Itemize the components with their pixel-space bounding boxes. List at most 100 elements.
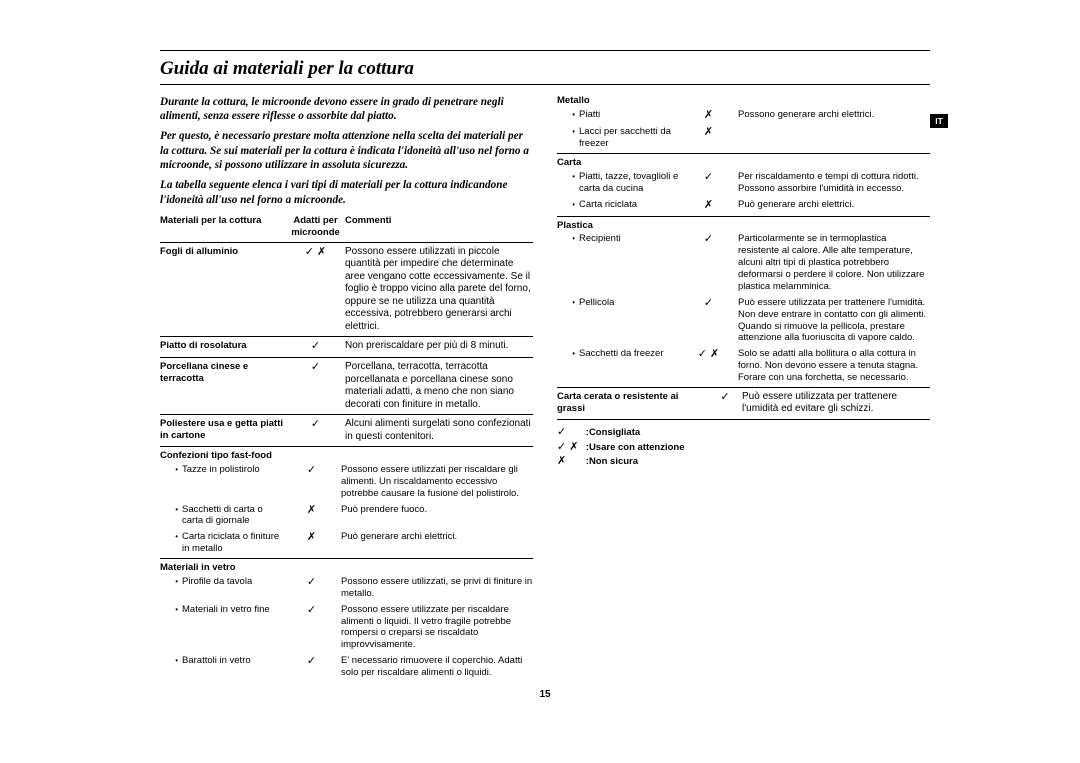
cell-suit: ✓ — [683, 297, 738, 345]
bullet-icon: • — [557, 297, 579, 345]
cell-material: Poliestere usa e getta piatti in cartone — [160, 418, 290, 443]
legend-row: ✓ ✗ :Usare con attenzione — [557, 441, 930, 455]
table-row: • Materiali in vetro fine ✓ Possono esse… — [160, 602, 533, 654]
cell-comment: E' necessario rimuovere il coperchio. Ad… — [341, 655, 533, 679]
cell-comment: Particolarmente se in termoplastica resi… — [738, 233, 930, 292]
bullet-icon: • — [160, 655, 182, 679]
th-suit: Adatti per microonde — [290, 215, 345, 239]
cell-material: Carta cerata o resistente ai grassi — [557, 391, 712, 416]
table-row: • Pellicola ✓ Può essere utilizzata per … — [557, 295, 930, 347]
cell-material: Carta riciclata — [579, 199, 683, 213]
table-row: • Tazze in polistirolo ✓ Possono essere … — [160, 462, 533, 502]
page-title: Guida ai materiali per la cottura — [160, 57, 930, 81]
table-row: • Recipienti ✓ Particolarmente se in ter… — [557, 231, 930, 294]
cell-suit: ✓ — [290, 340, 345, 354]
cell-material: Pirofile da tavola — [182, 576, 286, 600]
intro-p1: Durante la cottura, le microonde devono … — [160, 95, 533, 124]
bullet-icon: • — [160, 576, 182, 600]
rule-top — [160, 50, 930, 51]
th-material: Materiali per la cottura — [160, 215, 290, 239]
bullet-icon: • — [160, 604, 182, 652]
cell-comment: Possono essere utilizzate per riscaldare… — [341, 604, 533, 652]
intro-p3: La tabella seguente elenca i vari tipi d… — [160, 178, 533, 207]
cell-comment — [738, 126, 930, 150]
cell-suit: ✓ — [286, 604, 341, 652]
cell-material: Barattoli in vetro — [182, 655, 286, 679]
cell-suit: ✓ ✗ — [290, 246, 345, 334]
category-fastfood: Confezioni tipo fast-food — [160, 447, 533, 462]
cell-suit: ✓ — [290, 361, 345, 411]
cell-suit: ✗ — [286, 504, 341, 528]
legend: ✓ :Consigliata ✓ ✗ :Usare con attenzione… — [557, 426, 930, 469]
table-header-left: Materiali per la cottura Adatti per micr… — [160, 213, 533, 243]
manual-page: Guida ai materiali per la cottura IT Dur… — [0, 0, 1080, 721]
cell-suit: ✓ — [683, 171, 738, 195]
th-comment: Commenti — [345, 215, 533, 239]
cell-suit: ✗ — [286, 531, 341, 555]
cell-comment: Porcellana, terracotta, terracotta porce… — [345, 361, 533, 411]
table-row: • Carta riciclata o finiture in metallo … — [160, 529, 533, 557]
cell-material: Recipienti — [579, 233, 683, 292]
cell-material: Piatti, tazze, tovaglioli e carta da cuc… — [579, 171, 683, 195]
category-plastica: Plastica — [557, 217, 930, 232]
cell-material: Fogli di alluminio — [160, 246, 290, 334]
cell-suit: ✓ — [286, 576, 341, 600]
cell-comment: Non preriscaldare per più di 8 minuti. — [345, 340, 533, 354]
cell-material: Sacchetti di carta o carta di giornale — [182, 504, 286, 528]
table-row: • Piatti, tazze, tovaglioli e carta da c… — [557, 169, 930, 197]
cell-material: Tazze in polistirolo — [182, 464, 286, 500]
legend-label: :Consigliata — [586, 427, 640, 438]
cell-suit: ✗ — [683, 126, 738, 150]
cell-material: Porcellana cinese e terracotta — [160, 361, 290, 411]
cross-icon: ✗ — [557, 455, 583, 469]
table-row: • Carta riciclata ✗ Può generare archi e… — [557, 197, 930, 215]
bullet-icon: • — [557, 233, 579, 292]
cell-suit: ✓ ✗ — [683, 348, 738, 384]
legend-row: ✗ :Non sicura — [557, 455, 930, 469]
cell-comment: Solo se adatti alla bollitura o alla cot… — [738, 348, 930, 384]
page-number: 15 — [160, 689, 930, 702]
cell-suit: ✗ — [683, 199, 738, 213]
bullet-icon: • — [557, 126, 579, 150]
table-row: • Lacci per sacchetti da freezer ✗ — [557, 124, 930, 152]
bullet-icon: • — [557, 348, 579, 384]
cell-material: Piatti — [579, 109, 683, 123]
cell-material: Carta riciclata o finiture in metallo — [182, 531, 286, 555]
intro-p2: Per questo, è necessario prestare molta … — [160, 129, 533, 172]
bullet-icon: • — [160, 504, 182, 528]
legend-label: :Usare con attenzione — [586, 442, 685, 453]
bullet-icon: • — [557, 109, 579, 123]
table-row: Poliestere usa e getta piatti in cartone… — [160, 415, 533, 447]
table-row: • Sacchetti da freezer ✓ ✗ Solo se adatt… — [557, 346, 930, 386]
table-row: • Piatti ✗ Possono generare archi elettr… — [557, 107, 930, 125]
legend-row: ✓ :Consigliata — [557, 426, 930, 440]
cell-comment: Possono generare archi elettrici. — [738, 109, 930, 123]
cell-material: Lacci per sacchetti da freezer — [579, 126, 683, 150]
table-row: Piatto di rosolatura ✓ Non preriscaldare… — [160, 337, 533, 358]
table-row: Fogli di alluminio ✓ ✗ Possono essere ut… — [160, 243, 533, 338]
rule-under-title — [160, 84, 930, 85]
language-tab: IT — [930, 114, 948, 128]
cell-comment: Possono essere utilizzati in piccole qua… — [345, 246, 533, 334]
category-carta: Carta — [557, 154, 930, 169]
legend-label: :Non sicura — [586, 456, 638, 467]
check-icon: ✓ — [557, 426, 583, 440]
cell-comment: Per riscaldamento e tempi di cottura rid… — [738, 171, 930, 195]
table-row: • Sacchetti di carta o carta di giornale… — [160, 502, 533, 530]
left-column: Durante la cottura, le microonde devono … — [160, 95, 533, 681]
cell-suit: ✓ — [286, 464, 341, 500]
table-row: • Barattoli in vetro ✓ E' necessario rim… — [160, 653, 533, 681]
table-row: Carta cerata o resistente ai grassi ✓ Pu… — [557, 388, 930, 420]
cell-comment: Può prendere fuoco. — [341, 504, 533, 528]
bullet-icon: • — [557, 171, 579, 195]
check-cross-icon: ✓ ✗ — [557, 441, 583, 455]
cell-suit: ✓ — [712, 391, 742, 416]
cell-comment: Alcuni alimenti surgelati sono confezion… — [345, 418, 533, 443]
table-row: • Pirofile da tavola ✓ Possono essere ut… — [160, 574, 533, 602]
content-columns: Durante la cottura, le microonde devono … — [160, 95, 930, 681]
category-vetro: Materiali in vetro — [160, 559, 533, 574]
cell-comment: Può essere utilizzata per trattenere l'u… — [738, 297, 930, 345]
cell-material: Piatto di rosolatura — [160, 340, 290, 354]
right-column: Metallo • Piatti ✗ Possono generare arch… — [557, 95, 930, 681]
cell-comment: Può essere utilizzata per trattenere l'u… — [742, 391, 930, 416]
